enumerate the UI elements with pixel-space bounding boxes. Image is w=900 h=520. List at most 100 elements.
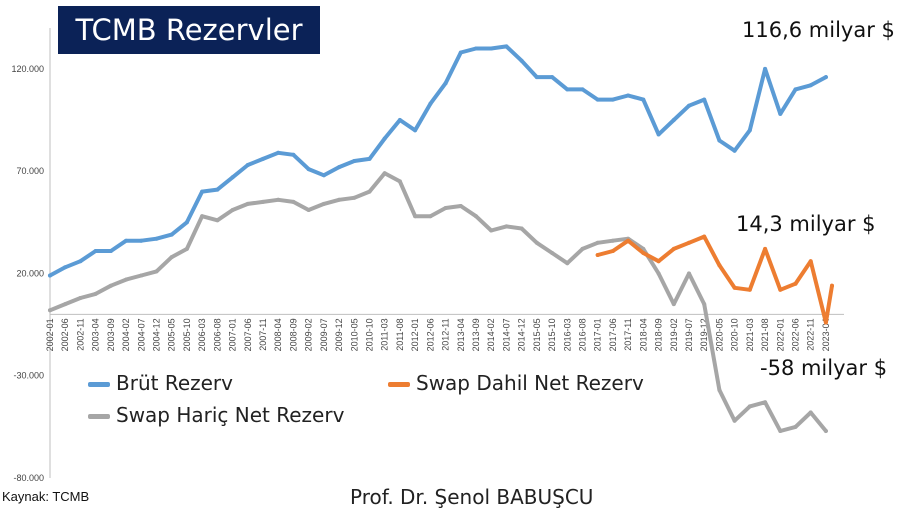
series-point-0 <box>78 259 83 264</box>
series-point-0 <box>382 136 387 141</box>
x-tick-label: 2010-10 <box>364 318 374 351</box>
series-point-0 <box>763 66 768 71</box>
x-tick-label: 2023-04 <box>821 318 831 351</box>
series-point-1 <box>595 240 600 245</box>
x-tick-label: 2009-02 <box>304 318 314 351</box>
x-tick-label: 2006-08 <box>212 318 222 351</box>
series-point-1 <box>763 400 768 405</box>
series-point-2 <box>830 283 834 288</box>
series-layer <box>48 44 834 433</box>
series-point-0 <box>687 103 691 108</box>
series-point-1 <box>534 240 539 245</box>
series-line-1 <box>48 171 828 433</box>
x-tick-label: 2005-10 <box>182 318 192 351</box>
x-tick-label: 2002-01 <box>45 318 55 351</box>
series-point-2 <box>626 238 631 243</box>
legend-swatch-swap-excluded <box>88 414 110 419</box>
series-point-0 <box>397 118 402 122</box>
source-note: Kaynak: TCMB <box>2 489 90 504</box>
series-point-0 <box>610 97 615 102</box>
x-tick-label: 2012-11 <box>441 318 451 350</box>
x-tick-label: 2008-09 <box>288 318 298 351</box>
annotation-swap-included: 14,3 milyar $ <box>736 212 876 236</box>
legend-item-swap-excluded: Swap Hariç Net Rezerv <box>88 403 344 427</box>
series-point-1 <box>580 246 585 251</box>
series-point-0 <box>93 249 98 253</box>
y-tick-label: 70.000 <box>16 166 44 176</box>
series-point-0 <box>808 83 813 88</box>
series-point-0 <box>489 46 494 51</box>
series-point-1 <box>321 201 326 206</box>
series-point-1 <box>261 199 265 204</box>
series-point-1 <box>352 195 357 200</box>
x-tick-label: 2018-04 <box>638 318 648 351</box>
series-point-0 <box>230 175 235 180</box>
x-tick-label: 2011-03 <box>380 318 390 350</box>
series-point-1 <box>93 291 98 296</box>
series-point-1 <box>489 228 494 233</box>
x-tick-label: 2020-10 <box>730 318 740 351</box>
author-note: Prof. Dr. Şenol BABUŞCU <box>350 485 594 509</box>
x-tick-label: 2016-08 <box>577 318 587 351</box>
series-point-1 <box>808 410 813 415</box>
series-point-0 <box>154 236 159 241</box>
series-point-0 <box>458 50 463 55</box>
series-point-1 <box>443 206 448 210</box>
x-tick-label: 2018-09 <box>654 318 664 351</box>
series-point-2 <box>808 259 813 264</box>
series-point-1 <box>428 214 433 219</box>
series-point-0 <box>717 138 722 143</box>
axis-layer: 120.000 70.000 20.000 -30.000 -80.000 2002-01… <box>11 28 844 483</box>
series-point-1 <box>200 214 205 219</box>
series-point-0 <box>778 111 783 116</box>
x-tick-label: 2013-04 <box>456 318 466 351</box>
series-point-1 <box>732 418 737 423</box>
series-point-2 <box>656 259 661 264</box>
x-tick-label: 2003-09 <box>106 318 116 351</box>
series-point-2 <box>747 287 752 292</box>
annotation-gross: 116,6 milyar $ <box>742 18 895 42</box>
series-point-1 <box>550 251 555 255</box>
series-point-2 <box>778 287 783 292</box>
series-point-0 <box>124 238 129 243</box>
x-tick-label: 2009-12 <box>334 318 344 351</box>
x-tick-label: 2021-03 <box>745 318 755 351</box>
x-tick-label: 2014-02 <box>486 318 496 351</box>
series-point-1 <box>108 283 113 288</box>
series-point-0 <box>793 87 798 92</box>
x-tick-label: 2013-09 <box>471 318 481 351</box>
series-point-1 <box>671 302 676 307</box>
x-tick-label: 2022-01 <box>775 318 785 351</box>
series-point-1 <box>306 208 311 212</box>
x-tick-label: 2002-06 <box>60 318 70 351</box>
series-point-2 <box>671 246 676 251</box>
series-point-1 <box>63 302 68 307</box>
series-point-1 <box>367 189 372 194</box>
x-tick-label: 2004-12 <box>151 318 161 351</box>
legend-item-gross: Brüt Rezerv <box>88 371 233 395</box>
series-point-0 <box>671 118 676 122</box>
series-point-0 <box>504 44 509 49</box>
series-point-0 <box>428 101 433 106</box>
series-line-0 <box>48 44 828 278</box>
series-point-2 <box>641 251 646 255</box>
series-point-1 <box>474 214 478 219</box>
series-point-1 <box>276 197 281 202</box>
x-tick-label: 2004-07 <box>136 318 146 351</box>
x-tick-label: 2010-05 <box>349 318 359 351</box>
series-point-1 <box>291 199 296 204</box>
series-point-2 <box>763 246 768 251</box>
series-point-2 <box>595 253 600 257</box>
x-tick-label: 2014-07 <box>501 318 511 351</box>
series-point-0 <box>550 75 555 80</box>
series-point-1 <box>793 424 798 429</box>
x-tick-label: 2017-01 <box>593 318 603 351</box>
series-point-1 <box>702 302 707 307</box>
series-point-1 <box>747 404 752 409</box>
series-line-2 <box>595 234 834 325</box>
legend-label-swap-excluded: Swap Hariç Net Rezerv <box>116 403 345 427</box>
x-tick-label: 2009-07 <box>319 318 329 351</box>
x-tick-label: 2003-04 <box>91 318 101 351</box>
series-point-2 <box>732 285 737 290</box>
